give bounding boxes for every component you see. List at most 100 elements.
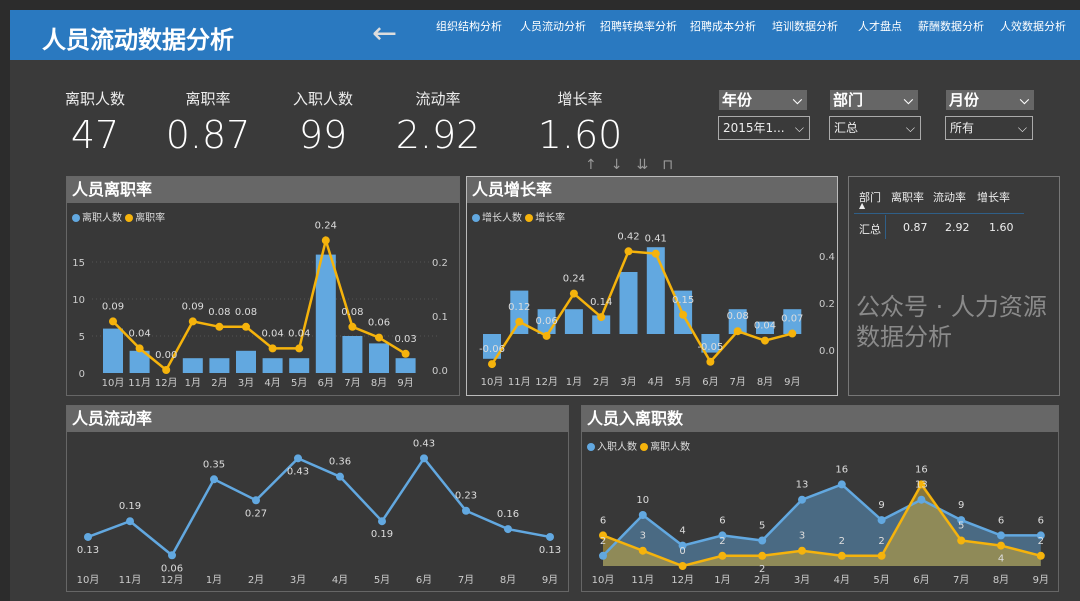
summary-table: 部门 离职率 流动率 增长率 ▲ 汇总 0.87 2.92 1.60 bbox=[848, 176, 1060, 396]
x-tick-label: 6月 bbox=[913, 574, 929, 586]
x-tick-label: 6月 bbox=[318, 377, 334, 389]
x-tick-label: 8月 bbox=[757, 376, 773, 388]
data-label: 0.14 bbox=[590, 297, 612, 308]
nav-item[interactable]: 组织结构分析 bbox=[436, 20, 502, 33]
turnover-point bbox=[420, 454, 428, 463]
x-tick-label: 1月 bbox=[566, 376, 582, 388]
rate-point bbox=[651, 249, 660, 258]
kpi-value: 47 bbox=[70, 113, 120, 157]
nav-item[interactable]: 培训数据分析 bbox=[772, 20, 838, 33]
x-tick-label: 6月 bbox=[702, 376, 718, 388]
nav-item[interactable]: 招聘转换率分析 bbox=[600, 20, 677, 33]
turnover-point bbox=[336, 472, 344, 481]
leave-point bbox=[599, 531, 607, 540]
x-tick-label: 4月 bbox=[648, 376, 664, 388]
leave-point bbox=[917, 480, 926, 489]
data-label: 13 bbox=[915, 480, 928, 491]
nav-item[interactable]: 人员流动分析 bbox=[520, 20, 586, 33]
x-tick-label: 10月 bbox=[592, 574, 615, 586]
sort-asc-icon: ▲ bbox=[859, 201, 866, 210]
table-cell: 汇总 bbox=[859, 223, 881, 236]
panel-hire-leave: 人员入离职数 入职人数 离职人数 2 10 4 6 5 13 16 9 13 9 6 6 6 3 0 2 2 3 2… bbox=[581, 405, 1059, 592]
hire-point bbox=[837, 480, 846, 489]
data-label: 0.06 bbox=[161, 563, 183, 574]
x-tick-label: 9月 bbox=[784, 376, 800, 388]
x-tick-label: 12月 bbox=[535, 376, 558, 388]
legend: 入职人数 离职人数 bbox=[587, 438, 690, 453]
leave-point bbox=[718, 551, 727, 560]
rate-point bbox=[401, 349, 410, 358]
x-tick-label: 3月 bbox=[794, 574, 810, 586]
slicer-label-text: 部门 bbox=[833, 91, 864, 109]
kpi-value: 99 bbox=[298, 113, 348, 157]
hire-point bbox=[678, 541, 687, 550]
data-label: 0.13 bbox=[77, 545, 99, 556]
rate-point bbox=[788, 329, 797, 338]
data-label: -0.05 bbox=[697, 342, 723, 353]
bar bbox=[564, 309, 583, 334]
table-header[interactable]: 部门 bbox=[859, 191, 881, 204]
x-tick-label: 7月 bbox=[730, 376, 746, 388]
nav-item[interactable]: 招聘成本分析 bbox=[690, 20, 756, 33]
legend: 增长人数 增长率 bbox=[472, 209, 565, 224]
watermark: 公众号 · 人力资源数据分析 bbox=[856, 293, 1047, 351]
data-label: 0.09 bbox=[182, 301, 204, 312]
table-header[interactable]: 流动率 bbox=[933, 191, 966, 204]
chart-hire-leave: 2 10 4 6 5 13 16 9 13 9 6 6 6 3 0 2 2 3 2 2 16 5 4 2 10月 11月 12月 1月… bbox=[592, 464, 1049, 586]
data-label: 0.24 bbox=[563, 274, 585, 285]
leave-point bbox=[877, 551, 886, 560]
slicer-dropdown[interactable]: 汇总 ⌵ bbox=[829, 116, 921, 140]
nav-item[interactable]: 薪酬数据分析 bbox=[918, 20, 984, 33]
rate-point bbox=[348, 322, 357, 331]
x-tick-label: 11月 bbox=[508, 376, 531, 388]
leave-point bbox=[837, 551, 846, 560]
turnover-point bbox=[462, 506, 470, 515]
table-divider bbox=[885, 215, 886, 239]
data-label: 0.15 bbox=[672, 295, 694, 306]
hire-point bbox=[997, 531, 1005, 540]
data-label: 0.12 bbox=[508, 302, 530, 313]
data-label: 0.16 bbox=[497, 509, 519, 520]
legend-label: 离职率 bbox=[135, 213, 166, 224]
y2-tick-label: 0.0 bbox=[819, 346, 835, 357]
sort-icons: ↑↓⇊⊓ bbox=[585, 157, 688, 173]
slicer-dropdown[interactable]: 2015年1... ⌵ bbox=[718, 116, 810, 140]
turnover-point bbox=[378, 517, 386, 526]
x-tick-label: 1月 bbox=[206, 574, 222, 586]
x-tick-label: 7月 bbox=[344, 377, 360, 389]
chevron-down-icon[interactable]: ⌵ bbox=[792, 93, 802, 107]
x-tick-label: 8月 bbox=[993, 574, 1009, 586]
legend-dot bbox=[472, 214, 480, 222]
turnover-point bbox=[504, 525, 512, 534]
leave-point bbox=[678, 562, 687, 570]
slicer-dropdown[interactable]: 所有 ⌵ bbox=[945, 116, 1033, 140]
data-label: 16 bbox=[915, 464, 928, 475]
data-label: 0.19 bbox=[119, 501, 141, 512]
data-label: 0.04 bbox=[128, 328, 150, 339]
chevron-down-icon[interactable]: ⌵ bbox=[903, 93, 913, 107]
turnover-line bbox=[87, 456, 551, 558]
bar bbox=[701, 334, 720, 353]
data-label: 0.08 bbox=[727, 311, 749, 322]
panel-growth-rate: 人员增长率 增长人数 增长率 0.0 0.2 0.4 -0.06 0.12 0.06 0.2… bbox=[466, 176, 838, 396]
nav-item[interactable]: 人效数据分析 bbox=[1000, 20, 1066, 33]
table-header[interactable]: 增长率 bbox=[977, 191, 1010, 204]
x-tick-label: 12月 bbox=[161, 574, 184, 586]
hire-point bbox=[599, 551, 607, 560]
table-cell: 0.87 bbox=[903, 221, 928, 234]
chevron-down-icon[interactable]: ⌵ bbox=[1019, 93, 1029, 107]
data-label: 16 bbox=[835, 464, 848, 475]
rate-point bbox=[761, 336, 769, 345]
x-tick-label: 9月 bbox=[542, 574, 558, 586]
hire-point bbox=[798, 495, 806, 504]
bar bbox=[262, 358, 283, 373]
bar bbox=[289, 358, 310, 373]
table-header[interactable]: 离职率 bbox=[891, 191, 924, 204]
panel-turnover-rate: 人员流动率 0.13 0.19 0.06 0.35 0.27 0.43 0.36 0.19 0.… bbox=[66, 405, 569, 592]
slicer-label-text: 月份 bbox=[949, 91, 980, 109]
data-label: 2 bbox=[878, 536, 884, 547]
panel-title: 人员流动率 bbox=[67, 406, 568, 432]
bar bbox=[315, 254, 336, 373]
nav-item[interactable]: 人才盘点 bbox=[858, 20, 902, 33]
back-arrow-icon[interactable]: ← bbox=[372, 16, 398, 51]
